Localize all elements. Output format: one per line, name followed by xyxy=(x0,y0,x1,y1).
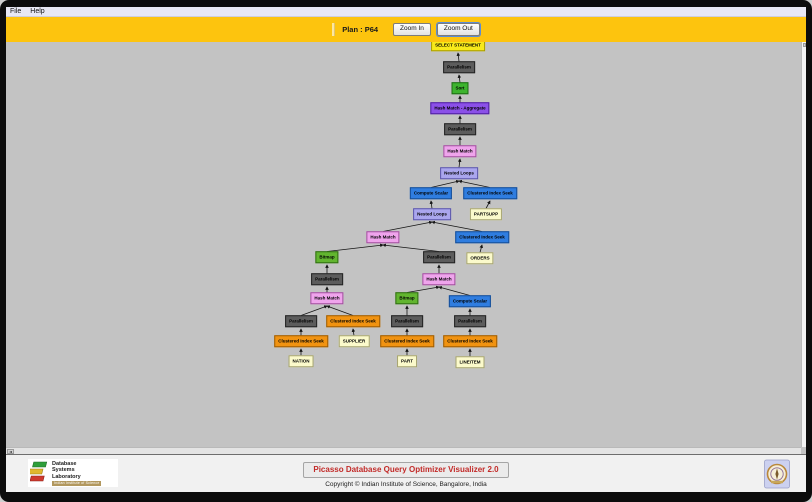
plan-node-par1[interactable]: Parallelism xyxy=(443,61,475,73)
toolbar-separator xyxy=(332,23,336,36)
plan-node-cis1[interactable]: Clustered Index Seek xyxy=(463,187,517,199)
iisc-emblem-icon xyxy=(764,459,790,489)
logo-tagline: Indian Institute of Science xyxy=(52,480,102,486)
plan-node-par3[interactable]: Parallelism xyxy=(423,251,455,263)
plan-edges-layer xyxy=(299,52,491,357)
plan-node-cis3[interactable]: Clustered Index Seek xyxy=(326,315,380,327)
menu-bar: File Help xyxy=(6,7,806,17)
plan-node-par5[interactable]: Parallelism xyxy=(285,315,317,327)
horizontal-scrollbar[interactable] xyxy=(6,447,801,454)
plan-canvas[interactable]: SELECT STATEMENT Parallelism Sort Hash Matc… xyxy=(6,42,806,454)
plan-node-par4[interactable]: Parallelism xyxy=(311,273,343,285)
plan-node-orders[interactable]: ORDERS xyxy=(466,252,494,264)
plan-node-hm1[interactable]: Hash Match xyxy=(443,145,477,157)
plan-node-cis6[interactable]: Clustered Index Seek xyxy=(443,335,497,347)
logo-line-2: Systems xyxy=(52,467,75,474)
app-window: File Help Plan : P64 Zoom In Zoom Out SE… xyxy=(6,7,806,492)
plan-node-cs1[interactable]: Compute Scalar xyxy=(409,187,453,199)
menu-file[interactable]: File xyxy=(10,8,22,15)
plan-node-nl2[interactable]: Nested Loops xyxy=(413,208,451,220)
plan-node-bm1[interactable]: Bitmap xyxy=(315,251,339,263)
copyright-text: Copyright © Indian Institute of Science,… xyxy=(325,480,487,488)
plan-node-hm3[interactable]: Hash Match xyxy=(422,273,456,285)
plan-node-hm4[interactable]: Hash Match xyxy=(310,292,344,304)
plan-label: Plan : P64 xyxy=(342,25,379,34)
scroll-left-icon[interactable] xyxy=(7,449,14,454)
logo-line-3: Laboratory xyxy=(52,473,81,480)
plan-node-par2[interactable]: Parallelism xyxy=(444,123,476,135)
plan-node-par6[interactable]: Parallelism xyxy=(391,315,423,327)
plan-node-supplier[interactable]: SUPPLIER xyxy=(338,335,370,347)
vertical-scrollbar[interactable] xyxy=(801,42,806,447)
plan-node-hm2[interactable]: Hash Match xyxy=(366,231,400,243)
plan-node-par7[interactable]: Parallelism xyxy=(454,315,486,327)
plan-node-sort[interactable]: Sort xyxy=(451,82,469,94)
plan-node-nl1[interactable]: Nested Loops xyxy=(440,167,478,179)
plan-node-part[interactable]: PART xyxy=(397,355,417,367)
app-title: Picasso Database Query Optimizer Visuali… xyxy=(303,461,509,478)
logo-line-1: Database xyxy=(52,461,77,467)
plan-node-nation[interactable]: NATION xyxy=(288,355,314,367)
plan-node-hma[interactable]: Hash Match - Aggregate xyxy=(430,102,490,114)
plan-node-partsupp[interactable]: PARTSUPP xyxy=(469,208,503,220)
plan-node-cis4[interactable]: Clustered Index Seek xyxy=(274,335,328,347)
scroll-up-icon[interactable] xyxy=(802,43,806,47)
toolbar: Plan : P64 Zoom In Zoom Out xyxy=(6,17,806,42)
footer-bar: Database Systems Laboratory Indian Insti… xyxy=(6,454,806,492)
plan-node-cis2[interactable]: Clustered Index Seek xyxy=(455,231,509,243)
plan-node-lineitem[interactable]: LINEITEM xyxy=(455,356,485,368)
plan-node-cis5[interactable]: Clustered Index Seek xyxy=(380,335,434,347)
plan-node-cs2[interactable]: Compute Scalar xyxy=(448,295,492,307)
plan-node-stmt[interactable]: SELECT STATEMENT xyxy=(431,42,485,51)
dsl-blocks-icon xyxy=(30,461,48,482)
zoom-out-button[interactable]: Zoom Out xyxy=(436,23,480,36)
zoom-in-button[interactable]: Zoom In xyxy=(393,23,431,36)
plan-node-bm2[interactable]: Bitmap xyxy=(395,292,419,304)
dsl-logo: Database Systems Laboratory Indian Insti… xyxy=(28,459,118,487)
menu-help[interactable]: Help xyxy=(30,8,45,15)
